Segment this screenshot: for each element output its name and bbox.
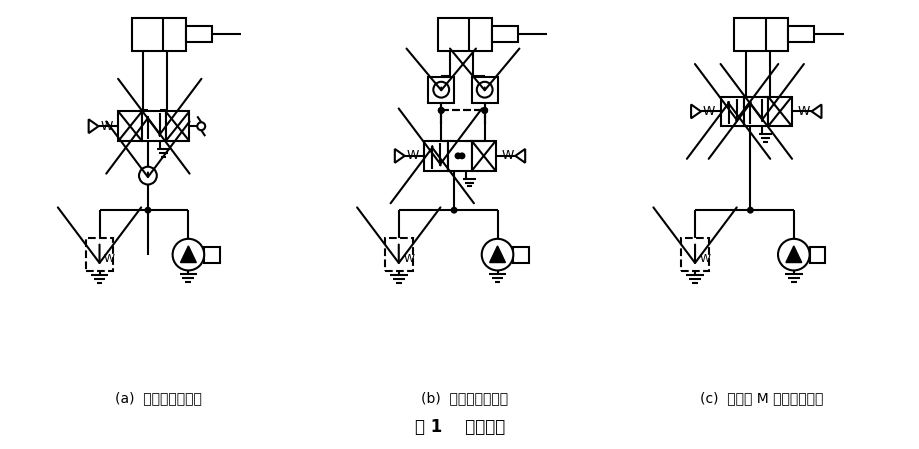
Bar bbox=[788, 26, 813, 42]
Text: (a)  单向阀锁紧回路: (a) 单向阀锁紧回路 bbox=[115, 391, 202, 405]
Text: (b)  双向阀锁紧回路: (b) 双向阀锁紧回路 bbox=[421, 391, 508, 405]
Text: 图 1    锁紧回路: 图 1 锁紧回路 bbox=[414, 418, 505, 436]
Circle shape bbox=[437, 107, 444, 114]
Circle shape bbox=[777, 239, 809, 270]
Bar bbox=[733, 18, 788, 51]
Text: W: W bbox=[797, 105, 809, 118]
Text: W: W bbox=[406, 150, 418, 163]
Bar bbox=[471, 77, 497, 102]
Text: W: W bbox=[100, 120, 112, 133]
Polygon shape bbox=[489, 246, 505, 263]
Bar bbox=[720, 97, 743, 126]
Text: W: W bbox=[702, 105, 714, 118]
Circle shape bbox=[173, 239, 204, 270]
Circle shape bbox=[746, 207, 753, 214]
Text: W: W bbox=[104, 254, 115, 264]
Circle shape bbox=[482, 239, 513, 270]
Bar bbox=[437, 18, 492, 51]
Bar bbox=[204, 247, 220, 263]
Text: W: W bbox=[698, 254, 709, 264]
Circle shape bbox=[454, 152, 461, 159]
Circle shape bbox=[144, 207, 152, 214]
Circle shape bbox=[139, 167, 156, 185]
Bar bbox=[680, 238, 709, 271]
Bar bbox=[767, 97, 791, 126]
Bar bbox=[743, 97, 767, 126]
Bar bbox=[448, 141, 471, 171]
Bar bbox=[492, 26, 517, 42]
Bar bbox=[131, 18, 186, 51]
Bar bbox=[471, 141, 495, 171]
Bar bbox=[513, 247, 528, 263]
Bar bbox=[384, 238, 412, 271]
Circle shape bbox=[450, 207, 457, 214]
Bar bbox=[85, 238, 113, 271]
Circle shape bbox=[437, 107, 444, 114]
Circle shape bbox=[433, 82, 448, 97]
Circle shape bbox=[481, 107, 488, 114]
Bar bbox=[424, 141, 448, 171]
Text: (c)  换向阀 M 机能锁紧回路: (c) 换向阀 M 机能锁紧回路 bbox=[698, 391, 822, 405]
Polygon shape bbox=[785, 246, 800, 263]
Bar bbox=[142, 111, 165, 141]
Bar bbox=[186, 26, 211, 42]
Text: W: W bbox=[501, 150, 513, 163]
Bar bbox=[165, 111, 189, 141]
Circle shape bbox=[481, 107, 488, 114]
Text: W: W bbox=[403, 254, 414, 264]
Bar bbox=[809, 247, 824, 263]
Polygon shape bbox=[180, 246, 196, 263]
Circle shape bbox=[458, 152, 465, 159]
Bar bbox=[428, 77, 454, 102]
Bar bbox=[119, 111, 142, 141]
Circle shape bbox=[476, 82, 492, 97]
